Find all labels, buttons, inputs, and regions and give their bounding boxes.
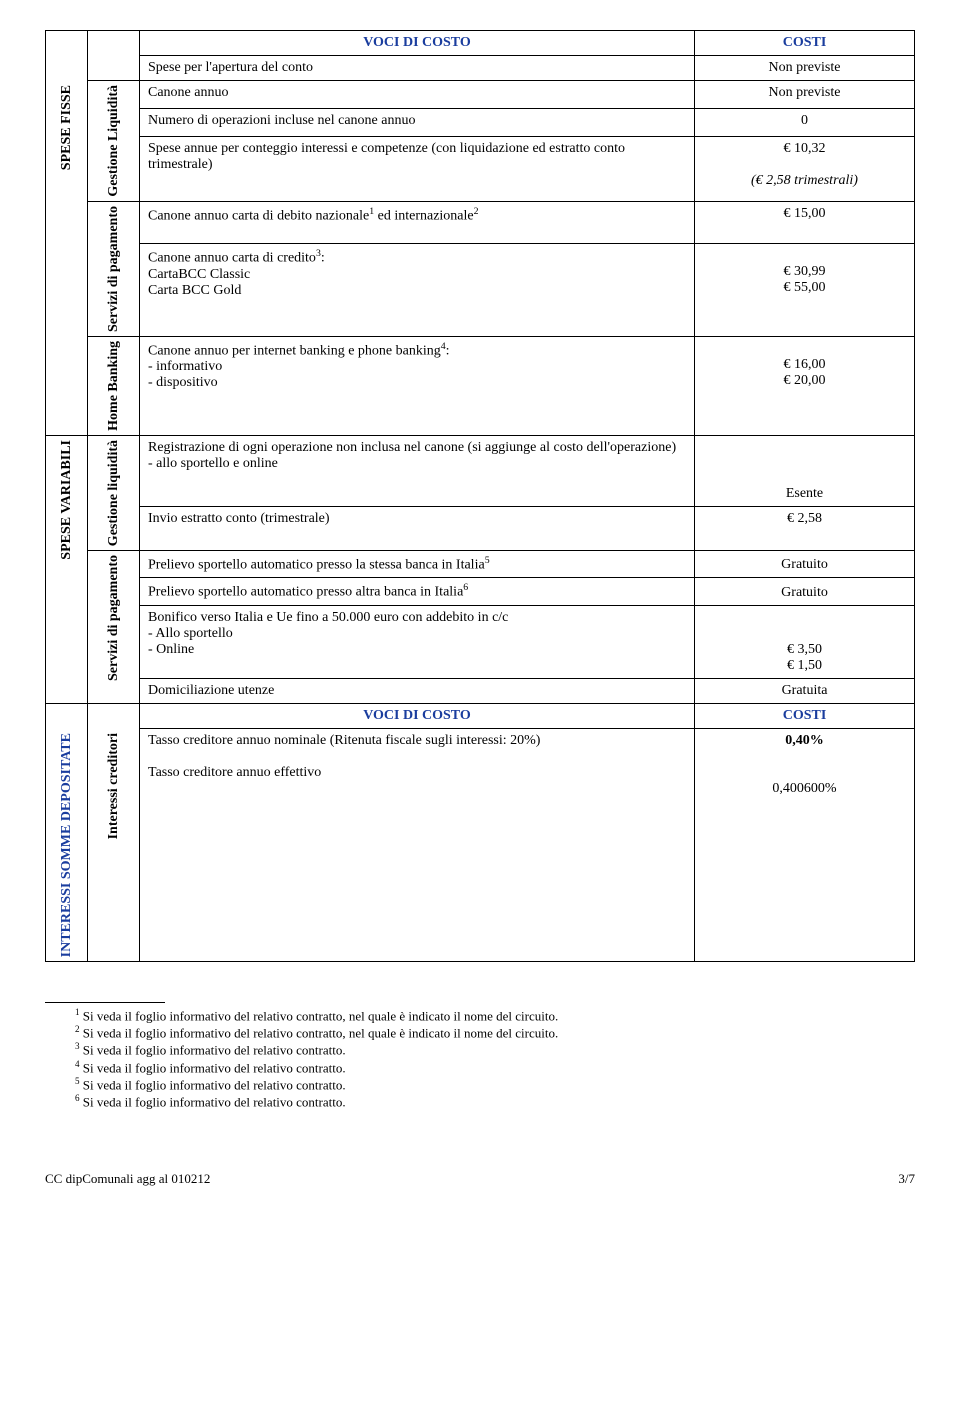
col-header-voci: VOCI DI COSTO [140,704,695,729]
footnote: 3 Si veda il foglio informativo del rela… [75,1041,915,1058]
cell-value: Gratuito [695,578,915,606]
table-row: SPESE FISSE Gestione Liquidità Canone an… [46,81,915,109]
table-row: INTERESSI SOMME DEPOSITATE Interessi cre… [46,729,915,962]
table-row: Bonifico verso Italia e Ue fino a 50.000… [46,606,915,679]
cell-desc: Invio estratto conto (trimestrale) [140,507,695,551]
footnote: 4 Si veda il foglio informativo del rela… [75,1059,915,1076]
cell-value: € 3,50€ 1,50 [695,606,915,679]
cell-desc: Prelievo sportello automatico presso la … [140,550,695,578]
cell-value: Gratuito [695,550,915,578]
section-spese-fisse: SPESE FISSE [59,85,75,170]
page-footer: CC dipComunali agg al 010212 3/7 [45,1171,915,1187]
table-row: Invio estratto conto (trimestrale) € 2,5… [46,507,915,551]
footer-right: 3/7 [898,1171,915,1187]
cell-value: Gratuita [695,679,915,704]
subsection-home-banking: Home Banking [106,341,122,431]
col-header-costi: COSTI [695,31,915,56]
cell-value: € 15,00 [695,201,915,244]
footer-left: CC dipComunali agg al 010212 [45,1171,210,1187]
cell-value: € 30,99€ 55,00 [695,244,915,336]
cell-value: € 16,00€ 20,00 [695,336,915,435]
cell-desc: Canone annuo [140,81,695,109]
footnote: 6 Si veda il foglio informativo del rela… [75,1093,915,1110]
col-header-voci: VOCI DI COSTO [140,31,695,56]
cell-desc: Prelievo sportello automatico presso alt… [140,578,695,606]
subsection-servizi-pagamento-2: Servizi di pagamento [106,555,122,681]
cell-value: 0,40% 0,400600% [695,729,915,962]
cell-desc: Tasso creditore annuo nominale (Ritenuta… [140,729,695,962]
cell-desc: Numero di operazioni incluse nel canone … [140,109,695,137]
subsection-interessi-creditori: Interessi creditori [106,733,122,839]
table-row: Home Banking Canone annuo per internet b… [46,336,915,435]
cell-desc: Spese per l'apertura del conto [140,56,695,81]
cell-desc: Registrazione di ogni operazione non inc… [140,435,695,507]
table-row: Servizi di pagamento Canone annuo carta … [46,201,915,244]
cell-value: € 10,32 (€ 2,58 trimestrali) [695,137,915,201]
cell-desc: Canone annuo carta di debito nazionale1 … [140,201,695,244]
footnote: 5 Si veda il foglio informativo del rela… [75,1076,915,1093]
subsection-gestione-liquidita: Gestione Liquidità [106,85,122,197]
footnote: 1 Si veda il foglio informativo del rela… [75,1007,915,1024]
table-row: Spese per l'apertura del conto Non previ… [46,56,915,81]
cell-desc: Spese annue per conteggio interessi e co… [140,137,695,201]
cell-value: Esente [695,435,915,507]
cell-desc: Domiciliazione utenze [140,679,695,704]
cost-table: VOCI DI COSTO COSTI Spese per l'apertura… [45,30,915,962]
footnotes: 1 Si veda il foglio informativo del rela… [45,1002,915,1111]
cell-value: € 2,58 [695,507,915,551]
col-header-costi: COSTI [695,704,915,729]
section-interessi: INTERESSI SOMME DEPOSITATE [59,733,75,957]
subsection-gestione-liquidita-2: Gestione liquidità [106,440,122,546]
cell-desc: Canone annuo per internet banking e phon… [140,336,695,435]
cell-value: 0 [695,109,915,137]
table-row: Spese annue per conteggio interessi e co… [46,137,915,201]
cell-desc: Canone annuo carta di credito3: CartaBCC… [140,244,695,336]
table-row: SPESE VARIABILI Gestione liquidità Regis… [46,435,915,507]
table-row: Servizi di pagamento Prelievo sportello … [46,550,915,578]
table-row: Prelievo sportello automatico presso alt… [46,578,915,606]
table-row: Numero di operazioni incluse nel canone … [46,109,915,137]
section-spese-variabili: SPESE VARIABILI [59,440,75,560]
cell-desc: Bonifico verso Italia e Ue fino a 50.000… [140,606,695,679]
cell-value: Non previste [695,56,915,81]
table-row: Canone annuo carta di credito3: CartaBCC… [46,244,915,336]
footnote: 2 Si veda il foglio informativo del rela… [75,1024,915,1041]
subsection-servizi-pagamento: Servizi di pagamento [106,206,122,332]
table-header-row: VOCI DI COSTO COSTI [46,31,915,56]
table-row: Domiciliazione utenze Gratuita [46,679,915,704]
table-header-row: VOCI DI COSTO COSTI [46,704,915,729]
cell-value: Non previste [695,81,915,109]
